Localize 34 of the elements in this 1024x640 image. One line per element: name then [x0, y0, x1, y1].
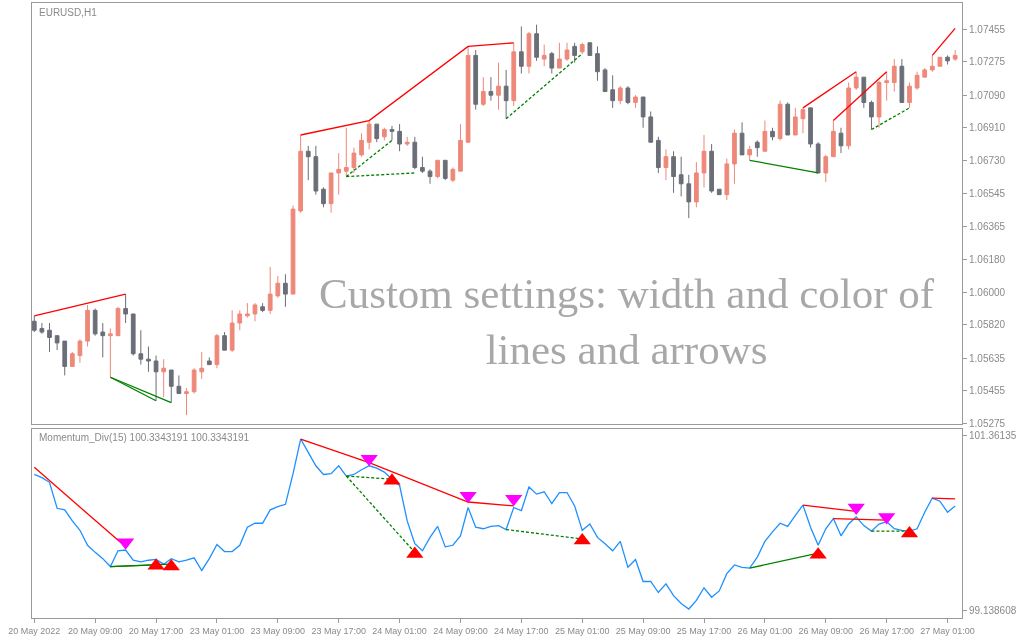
y-tick-label: 1.07090: [969, 89, 1006, 101]
x-tick-label: 25 May 17:00: [676, 625, 732, 636]
x-tick-label: 25 May 09:00: [615, 625, 671, 636]
y-tick-label: 1.07275: [969, 56, 1006, 68]
x-tick-label: 26 May 01:00: [737, 625, 793, 636]
x-tick-label: 20 May 09:00: [67, 625, 123, 636]
y-tick-label: 1.06730: [969, 154, 1006, 166]
x-tick-label: 23 May 01:00: [189, 625, 245, 636]
y-tick-label: 1.05275: [969, 417, 1006, 429]
x-tick-label: 23 May 09:00: [250, 625, 306, 636]
x-tick-label: 26 May 09:00: [798, 625, 854, 636]
y-tick-label: 1.06180: [969, 254, 1006, 266]
y-tick-label: 1.05455: [969, 385, 1006, 397]
x-tick-label: 20 May 17:00: [128, 625, 184, 636]
chart-title: EURUSD,H1: [39, 7, 98, 18]
chart-title: Momentum_Div(15) 100.3343191 100.3343191: [39, 432, 250, 443]
annotation: Custom settings: width and color of lines and arrows: [319, 270, 935, 373]
y-tick-label: 1.06545: [969, 188, 1006, 200]
x-tick-label: 25 May 01:00: [554, 625, 610, 636]
x-tick-label: 23 May 17:00: [311, 625, 366, 636]
x-tick-label: 27 May 01:00: [920, 625, 975, 636]
y-tick-label: 99.138608: [969, 605, 1017, 617]
x-tick-label: 26 May 17:00: [859, 625, 914, 636]
y-tick-label: 1.07455: [969, 23, 1006, 35]
x-tick-label: 20 May 2022: [8, 625, 61, 636]
y-tick-label: 1.06910: [969, 122, 1006, 134]
x-tick-label: 24 May 01:00: [372, 625, 427, 636]
y-tick-label: 1.06000: [969, 286, 1006, 298]
y-tick-label: 101.36135: [969, 430, 1017, 442]
x-tick-label: 24 May 17:00: [494, 625, 549, 636]
y-tick-label: 1.06365: [969, 220, 1006, 232]
x-tick-label: 24 May 09:00: [433, 625, 488, 636]
y-tick-label: 1.05820: [969, 319, 1006, 331]
y-tick-label: 1.05635: [969, 352, 1006, 364]
